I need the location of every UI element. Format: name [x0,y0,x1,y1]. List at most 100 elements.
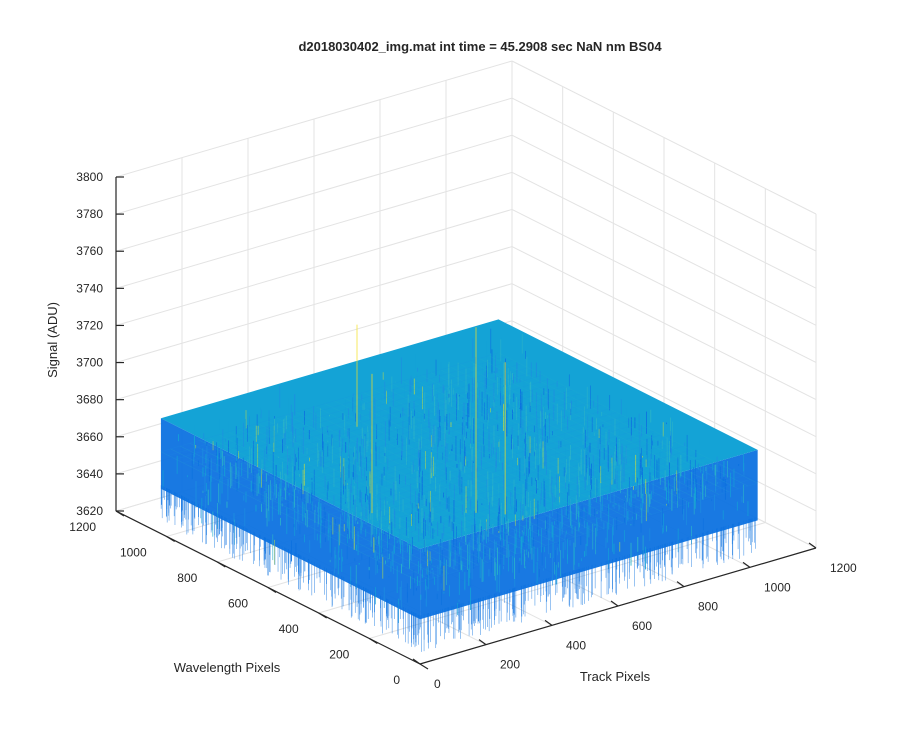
grid-line [511,246,817,401]
surface-mesh [237,428,498,560]
surface-mesh [170,448,430,580]
surface-mesh [334,400,594,532]
surface-mesh [279,412,618,512]
surface-mesh [353,395,614,526]
surface-mesh [286,415,625,516]
surface-mesh [469,361,729,492]
surface-side-left [160,418,421,620]
surface-mesh [479,358,739,490]
x-axis-label: Track Pixels [580,669,651,684]
grid-line [511,208,817,363]
surface-mesh [249,397,588,497]
surface-mesh [227,386,566,486]
z-tick-label: 3780 [76,207,103,221]
surface-mesh [382,464,721,564]
y-tick-label: 0 [393,673,400,687]
z-tick-label: 3800 [76,170,103,184]
x-tick [610,600,619,607]
y-tick [419,663,429,670]
tick-labels: 3620 3640 3660 3680 3700 3720 3740 3760 3780 3800… [69,170,857,691]
surface-mesh [160,451,421,583]
surface-mesh [373,389,633,521]
surface-mesh [218,434,479,566]
surface-mesh [294,419,632,519]
surface-mesh [338,442,677,542]
x-tick [478,639,487,646]
surface-mesh [220,382,558,482]
grid-line [115,283,513,401]
surface-mesh [160,352,499,452]
grid-line [511,60,817,215]
grid-line [115,134,513,252]
x-tick [742,561,751,568]
surface-mesh [368,456,706,557]
grid-line [115,246,513,364]
x-tick-label: 0 [434,677,441,691]
z-tick-label: 3660 [76,430,103,444]
surface-mesh [353,449,692,549]
surface-mesh [488,355,749,487]
surface-mesh [257,423,517,555]
surface-mesh [197,371,536,471]
surface-mesh [363,392,623,523]
x-tick-label: 400 [566,638,586,652]
surface-mesh [228,431,488,563]
surface-mesh [189,443,450,574]
y-axis-label: Wavelength Pixels [174,660,281,675]
surface-mesh [305,409,565,540]
surface-mesh [498,352,758,484]
surface-mesh [323,434,662,534]
y-tick-label: 800 [177,571,197,585]
surface-mesh [183,363,521,464]
surface-mesh [209,437,469,569]
surface-mesh [420,483,758,583]
grid-line [115,208,513,326]
surface-mesh [175,360,514,460]
axes [115,176,817,670]
x-tick-label: 1000 [764,580,791,594]
surface-mesh [411,378,671,509]
y-tick-label: 600 [228,597,248,611]
y-tick [115,510,125,517]
surface-top [160,319,758,549]
grid-line [511,97,817,252]
surface-mesh [271,408,610,508]
surface-mesh [459,363,720,495]
grid-line [115,171,513,289]
grid-line [511,283,817,438]
y-tick [267,586,277,594]
surface-mesh [375,460,714,560]
surface-mesh [266,420,527,552]
surface-mesh [405,475,743,575]
surface-mesh [190,367,529,467]
x-tick [808,542,817,549]
surface-mesh [286,414,546,546]
grid-line [511,134,817,289]
y-tick-label: 200 [329,648,349,662]
y-tick-label: 400 [279,622,299,636]
y-tick-label: 1000 [120,546,147,560]
surface-mesh [412,479,751,579]
x-tick-label: 200 [500,658,520,672]
surface-mesh [242,393,581,493]
surface-mesh [344,397,604,529]
surface-mesh [257,401,595,501]
surface-mesh [180,445,440,577]
z-tick-label: 3720 [76,318,103,332]
grid-line [511,171,817,326]
grid-line [115,97,513,215]
surface-mesh [392,383,652,515]
surface-mesh [440,369,700,501]
surface-mesh [199,440,459,572]
z-tick-label: 3700 [76,356,103,370]
x-tick [676,581,685,588]
z-tick-label: 3620 [76,504,103,518]
z-tick-label: 3740 [76,281,103,295]
surface-mesh [295,411,556,543]
surface-mesh [212,378,551,478]
surface-mesh [382,386,643,518]
surface-mesh [401,380,662,512]
surface-mesh [315,406,575,538]
y-tick-label: 1200 [69,520,96,534]
